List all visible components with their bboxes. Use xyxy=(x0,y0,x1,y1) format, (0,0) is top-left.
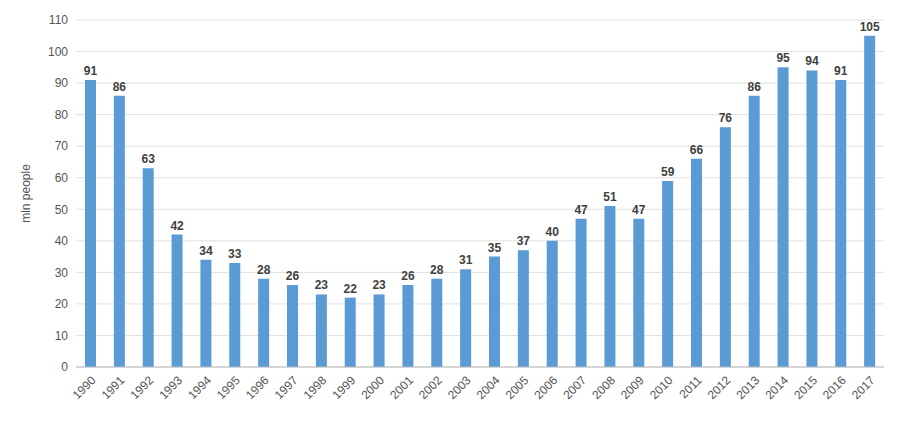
svg-text:2016: 2016 xyxy=(820,373,849,402)
svg-text:91: 91 xyxy=(834,64,848,78)
svg-text:20: 20 xyxy=(55,297,69,311)
svg-text:33: 33 xyxy=(228,247,242,261)
svg-text:110: 110 xyxy=(49,13,68,27)
svg-text:1999: 1999 xyxy=(330,373,359,402)
svg-text:91: 91 xyxy=(84,64,98,78)
svg-text:2012: 2012 xyxy=(705,373,734,402)
svg-text:26: 26 xyxy=(401,269,415,283)
svg-text:94: 94 xyxy=(805,54,819,68)
svg-text:1994: 1994 xyxy=(185,373,214,402)
svg-text:2005: 2005 xyxy=(503,373,532,402)
svg-text:2011: 2011 xyxy=(676,373,704,401)
svg-text:2006: 2006 xyxy=(532,373,561,402)
svg-text:1998: 1998 xyxy=(301,373,330,402)
svg-text:1992: 1992 xyxy=(128,373,157,402)
svg-text:42: 42 xyxy=(170,219,184,233)
svg-text:1991: 1991 xyxy=(99,373,128,402)
svg-text:2004: 2004 xyxy=(474,373,503,402)
svg-text:95: 95 xyxy=(776,51,790,65)
svg-text:59: 59 xyxy=(661,165,675,179)
svg-text:50: 50 xyxy=(55,203,69,217)
svg-text:40: 40 xyxy=(55,234,69,248)
svg-text:mln people: mln people xyxy=(19,164,33,223)
svg-text:2014: 2014 xyxy=(762,373,791,402)
svg-text:63: 63 xyxy=(142,152,156,166)
svg-text:1993: 1993 xyxy=(156,373,185,402)
svg-text:90: 90 xyxy=(55,76,69,90)
svg-text:2017: 2017 xyxy=(849,373,878,402)
svg-text:2000: 2000 xyxy=(358,373,387,402)
svg-text:86: 86 xyxy=(113,80,127,94)
svg-text:47: 47 xyxy=(574,203,588,217)
svg-text:86: 86 xyxy=(748,80,762,94)
svg-text:2007: 2007 xyxy=(560,373,589,402)
svg-text:1997: 1997 xyxy=(272,373,301,402)
svg-text:70: 70 xyxy=(55,139,69,153)
svg-text:1995: 1995 xyxy=(214,373,243,402)
svg-text:28: 28 xyxy=(430,263,444,277)
svg-text:2003: 2003 xyxy=(445,373,474,402)
svg-text:105: 105 xyxy=(860,20,880,34)
svg-text:34: 34 xyxy=(199,244,213,258)
svg-text:66: 66 xyxy=(690,143,704,157)
svg-text:31: 31 xyxy=(459,253,473,267)
svg-text:37: 37 xyxy=(517,234,531,248)
svg-text:2015: 2015 xyxy=(791,373,820,402)
svg-text:2013: 2013 xyxy=(734,373,763,402)
svg-text:76: 76 xyxy=(719,111,733,125)
svg-text:1990: 1990 xyxy=(70,373,99,402)
svg-text:2002: 2002 xyxy=(416,373,445,402)
svg-text:40: 40 xyxy=(546,225,560,239)
svg-text:2008: 2008 xyxy=(589,373,618,402)
svg-text:30: 30 xyxy=(55,266,69,280)
svg-text:23: 23 xyxy=(315,278,329,292)
svg-text:100: 100 xyxy=(48,45,68,59)
svg-text:2009: 2009 xyxy=(618,373,647,402)
svg-text:26: 26 xyxy=(286,269,300,283)
svg-text:51: 51 xyxy=(603,190,617,204)
svg-text:2001: 2001 xyxy=(387,373,416,402)
svg-text:22: 22 xyxy=(344,282,358,296)
svg-text:2010: 2010 xyxy=(647,373,676,402)
svg-text:10: 10 xyxy=(55,329,69,343)
svg-text:0: 0 xyxy=(61,360,68,374)
svg-text:1996: 1996 xyxy=(243,373,272,402)
svg-text:23: 23 xyxy=(372,278,386,292)
svg-text:35: 35 xyxy=(488,241,502,255)
svg-text:80: 80 xyxy=(55,108,69,122)
svg-text:60: 60 xyxy=(55,171,69,185)
svg-text:47: 47 xyxy=(632,203,646,217)
svg-text:28: 28 xyxy=(257,263,271,277)
